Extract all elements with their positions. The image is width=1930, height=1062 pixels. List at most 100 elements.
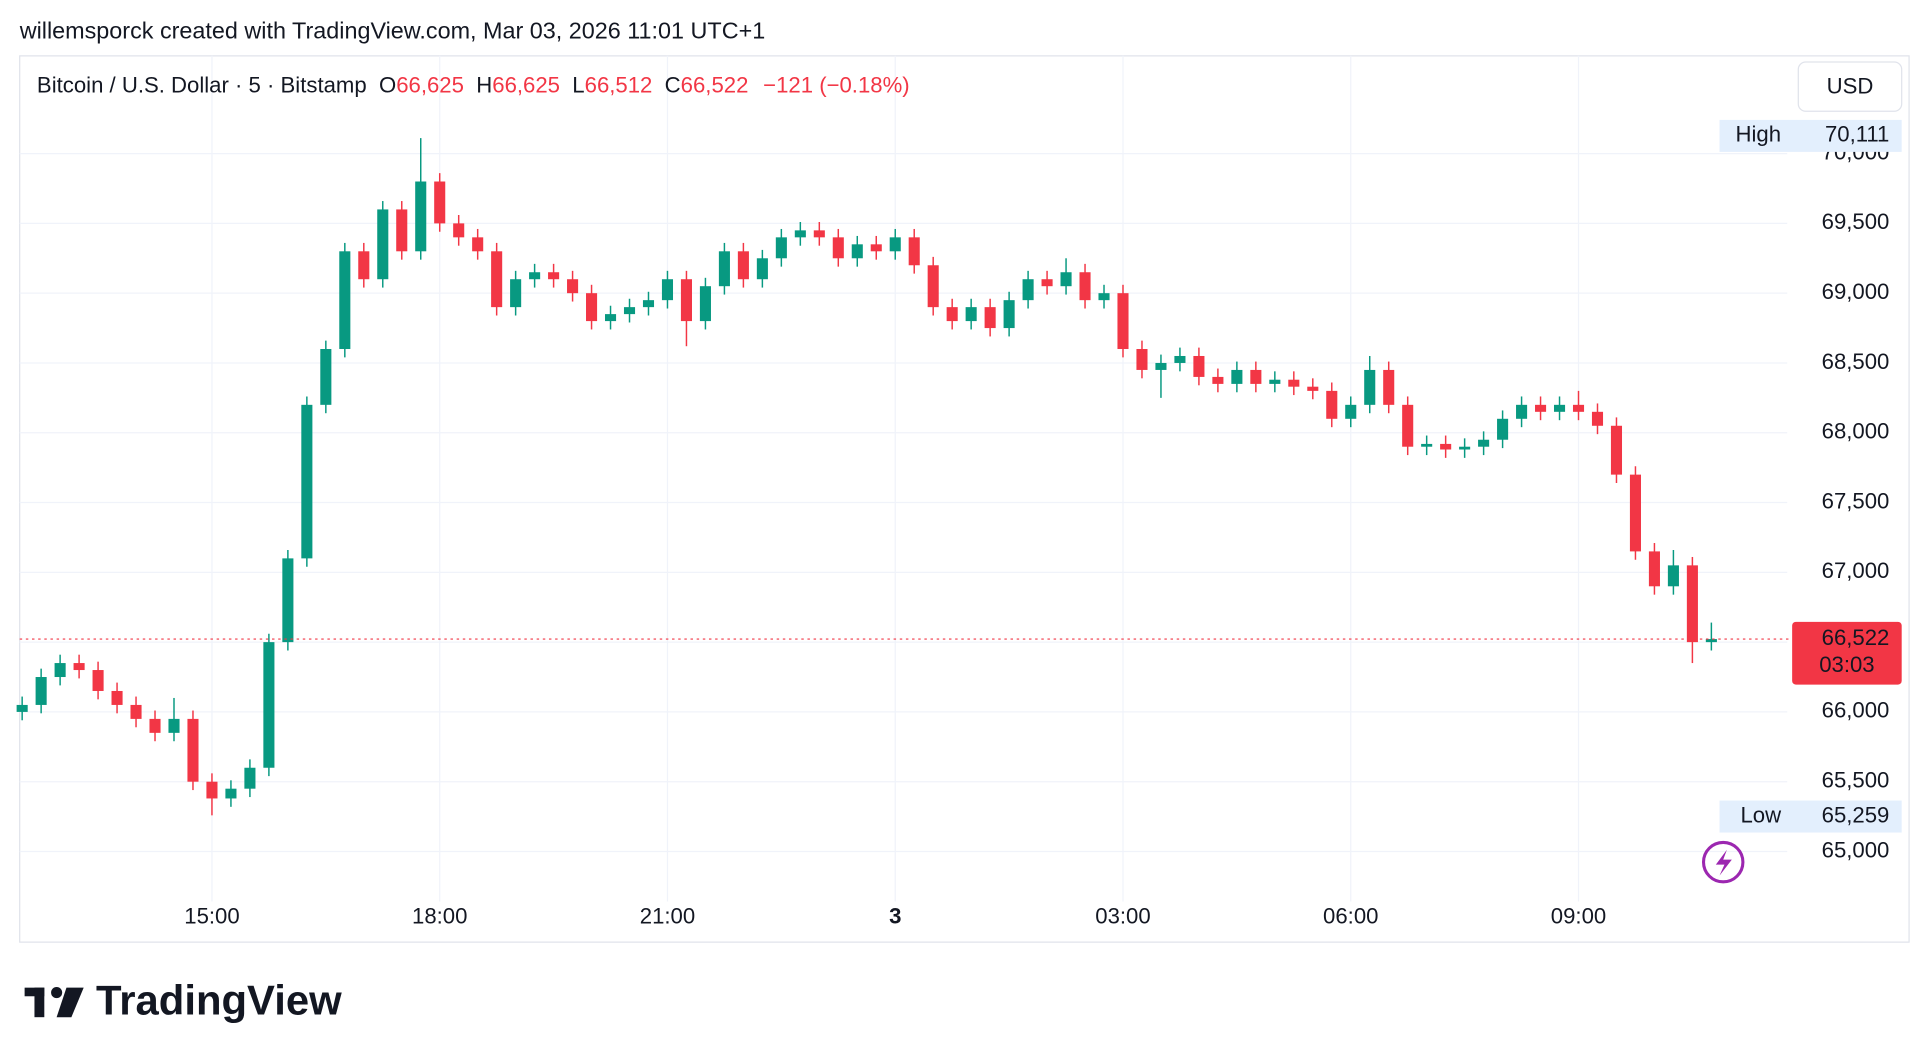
x-tick-label: 03:00	[1095, 903, 1150, 928]
candle-body	[1610, 425, 1623, 475]
candle-body	[1060, 272, 1072, 287]
candle-body	[680, 279, 692, 322]
candle-body	[586, 293, 598, 322]
candle-body	[1307, 386, 1319, 391]
candle-body	[548, 272, 560, 280]
candle-body	[244, 767, 256, 789]
candle-body	[206, 781, 218, 799]
marker-box	[1719, 800, 1902, 833]
symbol: Bitcoin / U.S. Dollar · 5 · Bitstamp	[37, 73, 367, 98]
candle-body	[73, 663, 85, 671]
x-tick-label: 3	[889, 903, 901, 928]
o-label: O	[379, 73, 396, 98]
candle-body	[1326, 390, 1338, 419]
candle-body	[813, 230, 825, 238]
candle-body	[794, 230, 806, 238]
candle-body	[851, 244, 863, 259]
candle-body	[699, 286, 711, 322]
candle-body	[1288, 379, 1300, 387]
candle-body	[623, 307, 636, 315]
plot-area	[16, 55, 1788, 902]
l-label: L	[572, 73, 584, 98]
candle-body	[491, 251, 503, 308]
candle-body	[529, 272, 541, 280]
change: −121 (−0.18%)	[763, 73, 909, 98]
candle-body	[984, 307, 996, 329]
chart-frame	[19, 55, 1910, 943]
icon-bolt[interactable]	[1715, 849, 1732, 876]
candle-body	[1250, 369, 1262, 384]
candle-body	[149, 718, 161, 733]
marker-value: 65,259	[1822, 802, 1890, 827]
y-tick-label: 68,000	[1822, 419, 1890, 444]
attribution: willemsporck created with TradingView.co…	[19, 18, 766, 44]
logo-shape	[56, 987, 84, 1018]
candle-body	[415, 181, 427, 252]
candle-body	[1535, 404, 1547, 412]
last-price-label: 66,522	[1822, 625, 1890, 650]
currency-button[interactable]	[1797, 61, 1903, 112]
y-tick-label: 67,500	[1822, 488, 1890, 513]
y-tick-label: 65,500	[1822, 768, 1890, 793]
candle-body	[111, 690, 123, 705]
candle-body	[1041, 279, 1053, 287]
marker-box	[1719, 119, 1902, 152]
candle-body	[168, 718, 180, 733]
candle-body	[1212, 376, 1224, 384]
candle-body	[1155, 362, 1167, 370]
candle-body	[661, 279, 674, 301]
x-tick-label: 06:00	[1323, 903, 1378, 928]
candle-body	[377, 209, 389, 280]
candle-body	[187, 718, 199, 782]
candle-body	[1440, 443, 1452, 450]
candle-body	[567, 279, 579, 294]
candle-body	[1098, 293, 1110, 301]
last-price-box	[1792, 621, 1902, 685]
candle-body	[1345, 404, 1357, 419]
candle-body	[130, 704, 142, 719]
candle-body	[339, 251, 351, 350]
c-value: 66,522	[681, 73, 749, 98]
y-tick-label: 65,000	[1822, 837, 1890, 862]
candle-body	[1136, 349, 1148, 370]
icon-ring[interactable]	[1701, 840, 1745, 884]
candle-body	[1003, 300, 1015, 329]
candle-body	[775, 237, 787, 259]
candle-body	[282, 558, 294, 643]
candle-body	[908, 237, 920, 266]
assistant-icon[interactable]	[1701, 840, 1745, 884]
marker-label: Low	[1740, 802, 1782, 827]
candle-body	[1364, 369, 1376, 405]
candle-body	[1572, 404, 1585, 412]
x-tick-label: 21:00	[640, 903, 695, 928]
candle-body	[927, 265, 939, 308]
candle-body	[35, 677, 47, 705]
candle-body	[604, 314, 617, 322]
o-value: 66,625	[396, 73, 464, 98]
y-tick-label: 69,500	[1822, 209, 1890, 234]
logo-shape	[51, 987, 63, 999]
candle-body	[1269, 379, 1281, 384]
candle-body	[453, 223, 465, 238]
candle-body	[1705, 639, 1717, 643]
candle-body	[472, 237, 484, 252]
candle-body	[737, 251, 749, 280]
logo-shape	[34, 987, 45, 1018]
candle-body	[320, 349, 332, 405]
candle-body	[1174, 355, 1186, 363]
candle-body	[1591, 411, 1604, 426]
candle-body	[1079, 272, 1091, 301]
candle-body	[1478, 439, 1490, 447]
y-tick-label: 67,000	[1822, 558, 1890, 583]
x-tick-label: 09:00	[1551, 903, 1606, 928]
candle-body	[1022, 279, 1034, 301]
y-tick-label: 69,000	[1822, 279, 1890, 304]
candle-body	[1686, 565, 1698, 643]
y-tick-label: 68,500	[1822, 349, 1890, 374]
brand-name: TradingView	[96, 977, 342, 1024]
candle-body	[510, 279, 522, 308]
candle-body	[1117, 293, 1129, 350]
currency-label[interactable]: USD	[1827, 74, 1874, 99]
candle-body	[1383, 369, 1395, 405]
